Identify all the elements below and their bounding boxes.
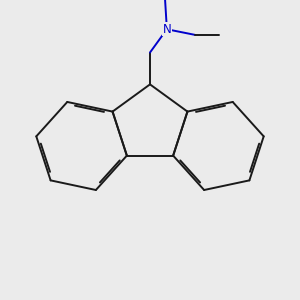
Text: N: N xyxy=(163,23,171,36)
